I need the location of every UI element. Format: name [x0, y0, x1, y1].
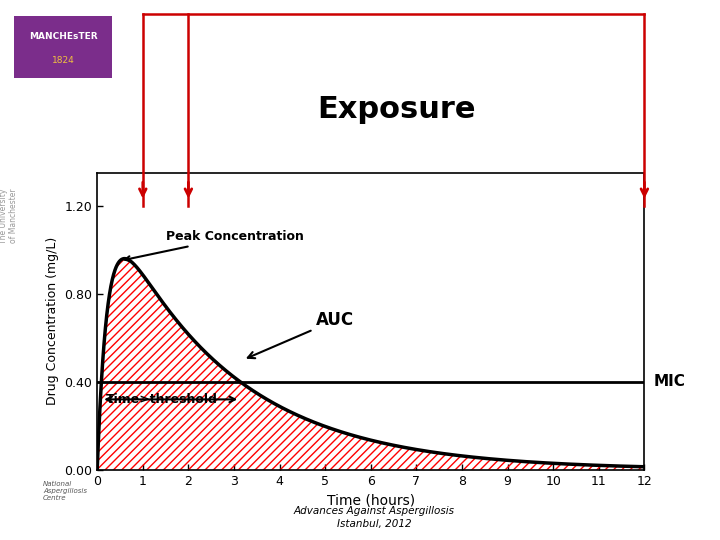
- Text: Time>threshold: Time>threshold: [106, 393, 217, 406]
- Text: Advances Against Aspergillosis
Istanbul, 2012: Advances Against Aspergillosis Istanbul,…: [294, 506, 455, 529]
- Text: Peak Concentration: Peak Concentration: [125, 230, 304, 261]
- Text: AUC: AUC: [248, 311, 354, 358]
- Text: MIC: MIC: [654, 374, 685, 389]
- Text: 1824: 1824: [52, 56, 74, 65]
- Text: MANCHEsTER: MANCHEsTER: [29, 31, 97, 40]
- Text: The University
of Manchester: The University of Manchester: [0, 188, 18, 244]
- Text: National
Aspergillosis
Centre: National Aspergillosis Centre: [43, 481, 87, 502]
- Text: Exposure: Exposure: [317, 95, 475, 124]
- Y-axis label: Drug Concentration (mg/L): Drug Concentration (mg/L): [46, 237, 59, 406]
- X-axis label: Time (hours): Time (hours): [327, 493, 415, 507]
